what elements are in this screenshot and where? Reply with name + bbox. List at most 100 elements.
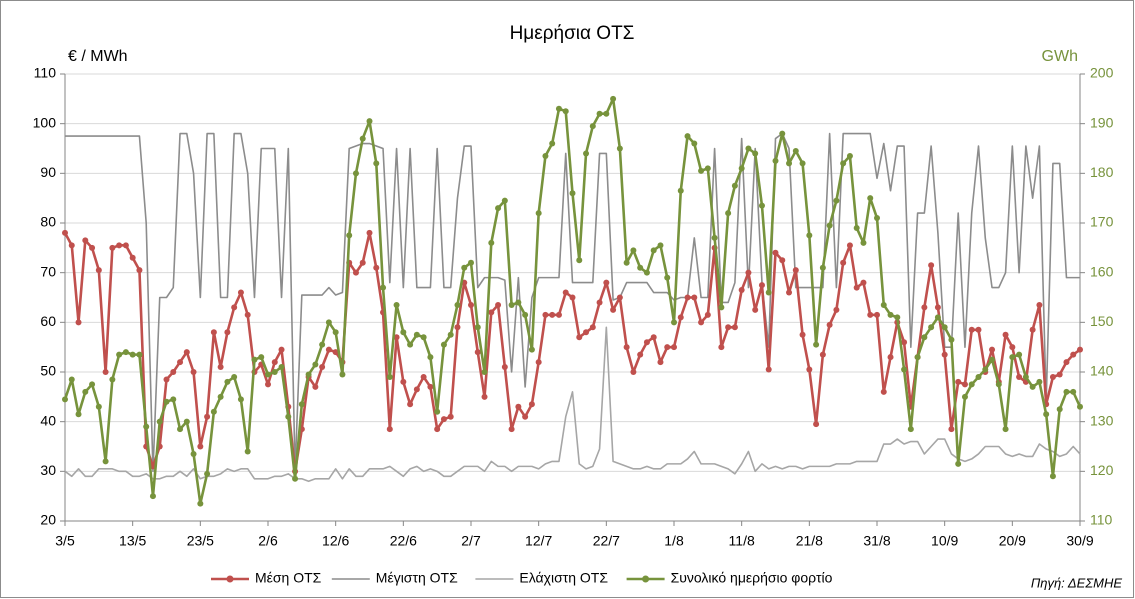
data-point: [982, 366, 989, 373]
data-point: [1029, 383, 1036, 390]
data-point: [183, 349, 190, 356]
y2-tick-label: 180: [1090, 164, 1114, 180]
data-point: [109, 376, 116, 383]
data-point: [921, 304, 928, 311]
data-point: [325, 346, 332, 353]
data-point: [325, 319, 332, 326]
legend-marker: [642, 575, 650, 583]
data-point: [447, 413, 454, 420]
data-point: [928, 324, 935, 331]
data-point: [522, 413, 529, 420]
data-point: [82, 388, 89, 395]
data-point: [894, 314, 901, 321]
data-point: [224, 378, 231, 385]
source-note: Πηγή: ΔΕΣΜΗΕ: [1031, 575, 1123, 590]
data-point: [853, 284, 860, 291]
data-point: [454, 301, 461, 308]
data-point: [921, 334, 928, 341]
data-point: [874, 215, 880, 222]
x-tick-label: 20/9: [999, 533, 1026, 549]
data-point: [941, 324, 948, 331]
data-point: [501, 197, 508, 204]
x-tick-label: 1/8: [664, 533, 684, 549]
data-point: [217, 364, 224, 371]
data-point: [447, 331, 454, 338]
data-point: [968, 326, 975, 333]
data-point: [434, 408, 441, 415]
data-point: [474, 324, 481, 331]
data-point: [129, 351, 136, 358]
data-point: [197, 443, 204, 450]
data-point: [725, 210, 732, 217]
series-line: [65, 132, 1080, 473]
data-point: [339, 371, 346, 378]
data-point: [589, 324, 596, 331]
data-point: [799, 331, 806, 338]
data-point: [1036, 378, 1043, 385]
data-point: [156, 418, 163, 425]
data-point: [386, 373, 393, 380]
data-point: [711, 234, 718, 241]
y2-tick-label: 130: [1090, 412, 1114, 428]
data-point: [1043, 411, 1050, 418]
data-point: [177, 359, 184, 366]
data-point: [975, 373, 982, 380]
data-point: [366, 118, 373, 125]
data-point: [637, 351, 644, 358]
data-point: [1029, 326, 1036, 333]
data-point: [671, 344, 677, 351]
data-point: [1049, 473, 1056, 480]
data-point: [786, 289, 793, 296]
data-point: [319, 364, 326, 371]
data-point: [359, 135, 366, 142]
data-point: [961, 381, 968, 388]
data-point: [1077, 403, 1083, 410]
data-point: [210, 408, 217, 415]
data-point: [1002, 426, 1009, 433]
data-point: [630, 247, 637, 254]
data-point: [725, 324, 732, 331]
data-point: [528, 401, 535, 408]
y-tick-label: 50: [40, 363, 56, 379]
data-point: [704, 165, 711, 172]
data-point: [1016, 351, 1023, 358]
data-point: [752, 306, 759, 313]
data-point: [657, 359, 664, 366]
data-point: [204, 470, 211, 477]
data-point: [806, 232, 813, 239]
y2-tick-label: 170: [1090, 214, 1114, 230]
x-tick-label: 22/7: [593, 533, 620, 549]
data-point: [102, 458, 109, 465]
data-point: [840, 259, 847, 266]
legend-label: Μέγιστη ΟΤΣ: [376, 570, 458, 586]
data-point: [637, 264, 644, 271]
data-point: [874, 311, 880, 318]
data-point: [1063, 388, 1070, 395]
data-point: [806, 366, 813, 373]
data-point: [231, 373, 238, 380]
y2-tick-label: 120: [1090, 462, 1114, 478]
data-point: [853, 224, 860, 231]
data-point: [1009, 344, 1016, 351]
data-point: [860, 279, 867, 286]
data-point: [89, 244, 96, 251]
data-point: [122, 349, 129, 356]
data-point: [407, 401, 414, 408]
data-point: [596, 110, 603, 117]
data-point: [684, 133, 691, 140]
data-point: [901, 339, 908, 346]
data-point: [623, 344, 630, 351]
data-point: [1063, 359, 1070, 366]
data-point: [758, 202, 765, 209]
y-tick-label: 30: [40, 462, 56, 478]
x-tick-label: 22/6: [390, 533, 417, 549]
data-point: [352, 170, 359, 177]
data-point: [522, 311, 529, 318]
data-point: [1049, 373, 1056, 380]
data-point: [1077, 346, 1083, 353]
data-point: [440, 341, 447, 348]
data-point: [671, 319, 677, 326]
data-point: [332, 329, 339, 336]
y-tick-label: 100: [33, 114, 57, 130]
